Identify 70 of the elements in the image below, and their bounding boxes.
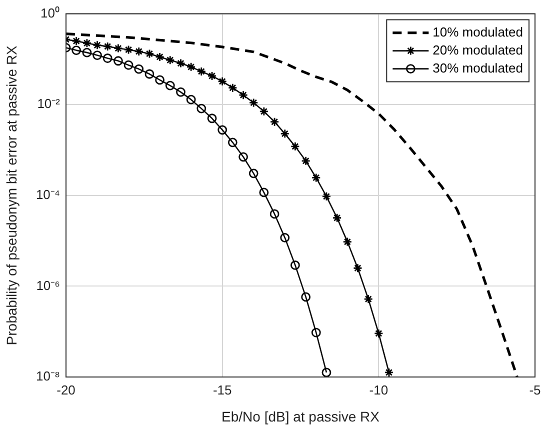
- point: [176, 58, 186, 68]
- point: [196, 66, 206, 76]
- point: [270, 117, 280, 127]
- point: [155, 52, 164, 62]
- point: [353, 263, 362, 273]
- point: [280, 128, 290, 138]
- point: [270, 209, 280, 219]
- point: [72, 36, 82, 46]
- point: [124, 60, 134, 70]
- point: [207, 114, 217, 124]
- point: [364, 294, 374, 304]
- point: [322, 192, 332, 202]
- point: [311, 328, 321, 338]
- point: [134, 46, 144, 56]
- point: [248, 168, 258, 178]
- point: [102, 42, 112, 52]
- point: [134, 64, 144, 74]
- y-tick-label: 10⁻⁶: [36, 278, 60, 293]
- point: [114, 44, 123, 53]
- point: [218, 76, 228, 86]
- point: [102, 54, 112, 63]
- point: [155, 75, 164, 85]
- point: [322, 368, 332, 377]
- point: [207, 71, 217, 81]
- point: [238, 90, 248, 100]
- point: [165, 55, 175, 65]
- point: [238, 152, 248, 162]
- point: [144, 49, 154, 58]
- y-tick-label: 10⁻⁸: [36, 368, 60, 384]
- point: [384, 368, 394, 377]
- point: [228, 138, 238, 148]
- y-axis-title: Probability of pseudonym bit error at passive RX: [3, 44, 20, 346]
- point: [342, 237, 352, 247]
- x-axis-title: Eb/No [dB] at passive RX: [222, 408, 380, 424]
- legend-label: 10% modulated: [432, 24, 524, 40]
- point: [186, 62, 196, 72]
- point: [218, 125, 228, 135]
- legend-label: 20% modulated: [432, 42, 524, 58]
- point: [301, 156, 311, 166]
- point: [311, 173, 321, 182]
- y-tick-label: 10⁰: [40, 5, 60, 20]
- point: [176, 87, 186, 97]
- point: [186, 94, 196, 104]
- point: [92, 40, 102, 50]
- point: [248, 98, 258, 108]
- point: [82, 38, 92, 48]
- x-tick-label: -5: [529, 382, 541, 398]
- point: [165, 80, 175, 90]
- point: [196, 104, 206, 114]
- point: [72, 46, 82, 56]
- point: [228, 83, 238, 93]
- y-tick-label: 10⁻⁴: [36, 186, 60, 202]
- x-tick-label: -20: [56, 382, 76, 398]
- y-tick-label: 10⁻²: [37, 96, 61, 112]
- point: [144, 69, 154, 79]
- point: [280, 233, 290, 242]
- point: [290, 260, 300, 270]
- point: [124, 44, 134, 54]
- legend-label: 30% modulated: [432, 60, 524, 76]
- point: [259, 106, 269, 116]
- point: [92, 50, 102, 60]
- point: [259, 188, 269, 198]
- point: [82, 48, 92, 58]
- point: [374, 328, 384, 338]
- point: [290, 142, 300, 152]
- x-tick-label: -10: [369, 382, 388, 398]
- point: [332, 213, 342, 223]
- point: [301, 292, 311, 302]
- x-tick-label: -15: [212, 382, 232, 398]
- point: [114, 56, 123, 66]
